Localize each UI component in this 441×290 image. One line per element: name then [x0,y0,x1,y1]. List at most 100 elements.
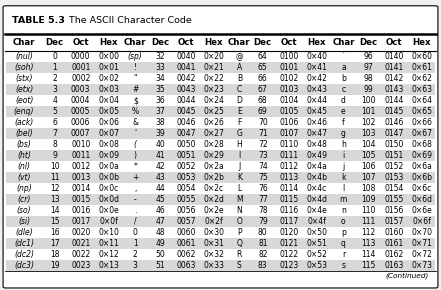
Text: 0101: 0101 [279,63,299,72]
Text: 109: 109 [361,195,375,204]
Text: 0052: 0052 [176,162,196,171]
Text: 0×20: 0×20 [204,52,224,61]
Text: 15: 15 [50,217,60,226]
Text: 0: 0 [52,52,57,61]
Text: s: s [341,261,345,270]
Text: 0106: 0106 [279,118,299,127]
Text: Char: Char [332,38,355,47]
Text: 0011: 0011 [71,151,90,160]
Text: P: P [237,228,242,237]
Text: 0×47: 0×47 [306,129,327,138]
Text: (eot): (eot) [15,96,34,105]
Text: L: L [237,184,242,193]
Text: 0×09: 0×09 [98,151,119,160]
Text: 0×50: 0×50 [306,228,327,237]
Text: 9: 9 [52,151,57,160]
Text: 0×71: 0×71 [411,239,433,248]
Text: 0003: 0003 [71,85,90,94]
Bar [6,150,435,161]
Text: (bs): (bs) [17,140,32,149]
Text: 1: 1 [52,63,57,72]
Text: (ht): (ht) [17,151,31,160]
Text: 12: 12 [50,184,60,193]
Text: 0×31: 0×31 [204,239,224,248]
Text: 0112: 0112 [279,162,298,171]
Text: 0144: 0144 [385,96,404,105]
Text: (vt): (vt) [17,173,31,182]
Text: 0×60: 0×60 [411,52,433,61]
Text: 0×51: 0×51 [306,239,327,248]
Text: 0×33: 0×33 [203,261,224,270]
Text: 0056: 0056 [176,206,196,215]
Text: 0×10: 0×10 [98,228,119,237]
Text: (Continued): (Continued) [386,272,429,279]
Text: 0×12: 0×12 [98,250,119,259]
Text: F: F [237,118,242,127]
Text: 0×6f: 0×6f [413,217,431,226]
Text: N: N [236,206,242,215]
Text: 8: 8 [52,140,57,149]
Bar [6,194,435,205]
Text: 0×0b: 0×0b [98,173,119,182]
Text: Oct: Oct [178,38,194,47]
Text: 34: 34 [155,74,165,83]
Bar [6,216,435,227]
Text: Hex: Hex [205,38,223,47]
Text: J: J [238,162,240,171]
Text: 7: 7 [52,129,57,138]
Text: 0×27: 0×27 [204,129,224,138]
Text: k: k [341,173,346,182]
Text: 0×24: 0×24 [204,96,224,105]
Bar [6,117,435,128]
Text: 64: 64 [258,52,268,61]
Text: 0022: 0022 [71,250,90,259]
Text: 49: 49 [155,239,165,248]
Text: !: ! [134,63,137,72]
Text: (etx): (etx) [15,85,33,94]
Text: O: O [236,217,242,226]
Text: h: h [341,140,346,149]
Text: 78: 78 [258,206,268,215]
Text: 108: 108 [361,184,375,193]
Text: 105: 105 [361,151,375,160]
Text: 107: 107 [361,173,375,182]
Text: 0043: 0043 [176,85,196,94]
Text: Oct: Oct [280,38,297,47]
Text: (dc2): (dc2) [14,250,34,259]
Text: H: H [236,140,242,149]
Text: 38: 38 [155,118,165,127]
Text: 0105: 0105 [279,107,299,116]
Text: 0110: 0110 [279,140,299,149]
Text: 0×65: 0×65 [411,107,433,116]
Text: 46: 46 [155,206,165,215]
Text: 0×02: 0×02 [98,74,119,83]
Text: j: j [342,162,344,171]
Text: 70: 70 [258,118,268,127]
Text: S: S [237,261,242,270]
Text: 0117: 0117 [279,217,299,226]
Text: 0×6d: 0×6d [411,195,433,204]
Text: 0122: 0122 [279,250,298,259]
Text: 99: 99 [363,85,373,94]
Text: 0×21: 0×21 [204,63,224,72]
Text: 0×64: 0×64 [411,96,433,105]
Text: e: e [341,107,346,116]
Text: 0061: 0061 [176,239,196,248]
Text: c: c [341,85,345,94]
Text: 0×52: 0×52 [306,250,327,259]
Bar [6,128,435,139]
Text: 0151: 0151 [385,151,404,160]
Text: 19: 19 [50,261,60,270]
Text: 0023: 0023 [71,261,90,270]
Text: 0145: 0145 [385,107,404,116]
Bar [6,62,435,73]
Text: 0×4b: 0×4b [306,173,327,182]
Text: 2: 2 [133,250,138,259]
Text: 0121: 0121 [279,239,298,248]
Text: 0163: 0163 [385,261,404,270]
Text: 0102: 0102 [279,74,299,83]
Text: 80: 80 [258,228,268,237]
Text: 0057: 0057 [176,217,196,226]
Bar [6,51,435,62]
Text: 0041: 0041 [176,63,196,72]
